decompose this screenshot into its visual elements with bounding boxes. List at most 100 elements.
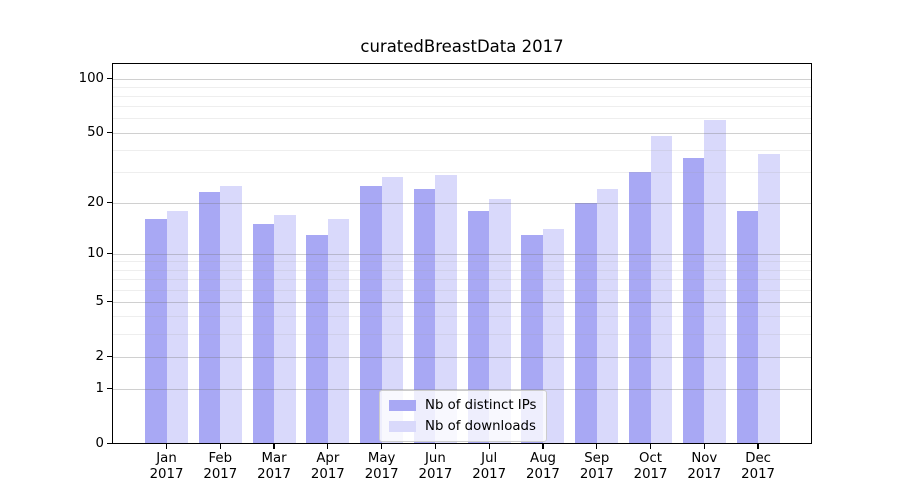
x-tick-month-mar: Mar: [261, 450, 287, 466]
y-tick-10: [107, 253, 112, 255]
legend-item-distinct-ips: Nb of distinct IPs: [389, 396, 536, 415]
minor-gridline-6: [112, 289, 812, 291]
legend-item-downloads: Nb of downloads: [389, 417, 536, 436]
x-tick-year-jan: 2017: [149, 467, 184, 482]
x-tick-dec: [757, 443, 759, 449]
x-tick-year-oct: 2017: [633, 467, 668, 482]
x-tick-label-jan: Jan 2017: [125, 451, 209, 484]
plot-area: Nb of distinct IPs Nb of downloads: [112, 63, 812, 444]
minor-gridline-9: [112, 261, 812, 263]
x-tick-label-dec: Dec 2017: [716, 451, 800, 484]
x-tick-year-mar: 2017: [257, 467, 291, 482]
x-tick-label-sep: Sep 2017: [555, 451, 639, 484]
x-tick-label-apr: Apr 2017: [286, 451, 370, 484]
x-tick-label-oct: Oct 2017: [609, 451, 693, 484]
x-tick-year-dec: 2017: [741, 467, 776, 482]
gridline-2: [112, 356, 812, 358]
legend-label-distinct-ips: Nb of distinct IPs: [425, 398, 537, 413]
bar-aug-downloads: [542, 229, 565, 444]
bar-dec-distinct-ips: [736, 210, 759, 444]
x-tick-month-may: May: [367, 450, 396, 466]
x-tick-month-jan: Jan: [156, 450, 177, 466]
y-tick-label-5: 5: [95, 293, 104, 309]
x-tick-jun: [434, 443, 436, 449]
grid-layer: [112, 63, 812, 444]
bar-apr-downloads: [327, 219, 350, 444]
x-tick-label-jul: Jul 2017: [447, 451, 531, 484]
gridline-5: [112, 301, 812, 303]
y-tick-label-20: 20: [87, 194, 104, 210]
y-tick-5: [107, 301, 112, 303]
minor-gridline-90: [112, 86, 812, 88]
x-tick-year-may: 2017: [364, 467, 399, 482]
bar-oct-distinct-ips: [629, 171, 651, 444]
x-tick-mar: [273, 443, 275, 449]
x-tick-label-feb: Feb 2017: [178, 451, 262, 484]
bar-mar-downloads: [274, 214, 296, 444]
x-tick-year-nov: 2017: [687, 467, 722, 482]
y-tick-label-50: 50: [87, 124, 104, 140]
x-tick-month-aug: Aug: [529, 450, 556, 466]
bar-may-downloads: [381, 177, 404, 444]
x-tick-year-feb: 2017: [203, 467, 238, 482]
bar-jul-downloads: [489, 199, 511, 444]
x-tick-aug: [542, 443, 544, 449]
gridline-20: [112, 202, 812, 204]
bar-jul-distinct-ips: [467, 210, 490, 444]
bar-sep-downloads: [596, 188, 619, 444]
bar-oct-downloads: [650, 135, 673, 444]
legend-label-downloads: Nb of downloads: [425, 419, 536, 434]
x-tick-may: [381, 443, 383, 449]
bar-feb-distinct-ips: [198, 192, 221, 444]
y-tick-label-100: 100: [78, 70, 104, 86]
bar-nov-distinct-ips: [682, 157, 705, 444]
minor-gridline-8: [112, 269, 812, 271]
y-tick-20: [107, 202, 112, 204]
x-tick-sep: [596, 443, 598, 449]
x-tick-oct: [649, 443, 652, 449]
bar-jan-distinct-ips: [145, 219, 167, 444]
x-tick-year-jun: 2017: [418, 467, 453, 482]
y-tick-0: [107, 442, 112, 445]
chart-title: curatedBreastData 2017: [360, 37, 564, 56]
bar-mar-distinct-ips: [252, 224, 275, 444]
minor-gridline-7: [112, 279, 812, 281]
x-tick-jul: [488, 443, 490, 449]
x-tick-month-jul: Jul: [481, 450, 498, 466]
x-tick-jan: [165, 443, 168, 449]
legend: Nb of distinct IPs Nb of downloads: [379, 390, 548, 442]
y-tick-label-0: 0: [95, 435, 104, 451]
bar-jan-downloads: [166, 210, 188, 444]
y-tick-label-1: 1: [95, 380, 104, 396]
y-tick-2: [107, 356, 112, 358]
x-tick-apr: [327, 443, 329, 449]
x-tick-label-mar: Mar 2017: [232, 451, 316, 484]
bar-nov-downloads: [704, 119, 726, 444]
minor-gridline-4: [112, 316, 812, 318]
x-tick-month-apr: Apr: [316, 450, 340, 466]
y-tick-100: [107, 77, 112, 80]
x-tick-month-feb: Feb: [208, 450, 233, 466]
x-tick-month-nov: Nov: [691, 450, 718, 466]
x-tick-label-may: May 2017: [340, 451, 424, 484]
minor-gridline-70: [112, 106, 812, 108]
legend-swatch-downloads: [389, 421, 416, 432]
x-tick-month-dec: Dec: [745, 450, 771, 466]
minor-gridline-40: [112, 149, 812, 151]
x-tick-month-oct: Oct: [639, 450, 663, 466]
x-tick-feb: [219, 443, 221, 449]
y-tick-label-2: 2: [95, 348, 104, 364]
x-tick-label-nov: Nov 2017: [662, 451, 746, 484]
x-tick-year-jul: 2017: [472, 467, 507, 482]
bar-jun-downloads: [435, 174, 457, 444]
minor-gridline-3: [112, 333, 812, 335]
minor-gridline-80: [112, 96, 812, 98]
minor-gridline-30: [112, 171, 812, 173]
y-tick-1: [107, 388, 112, 390]
legend-swatch-distinct-ips: [389, 400, 416, 411]
gridline-1: [112, 388, 812, 390]
x-tick-nov: [703, 443, 705, 449]
bar-feb-downloads: [220, 185, 242, 444]
gridline-100: [112, 78, 812, 80]
